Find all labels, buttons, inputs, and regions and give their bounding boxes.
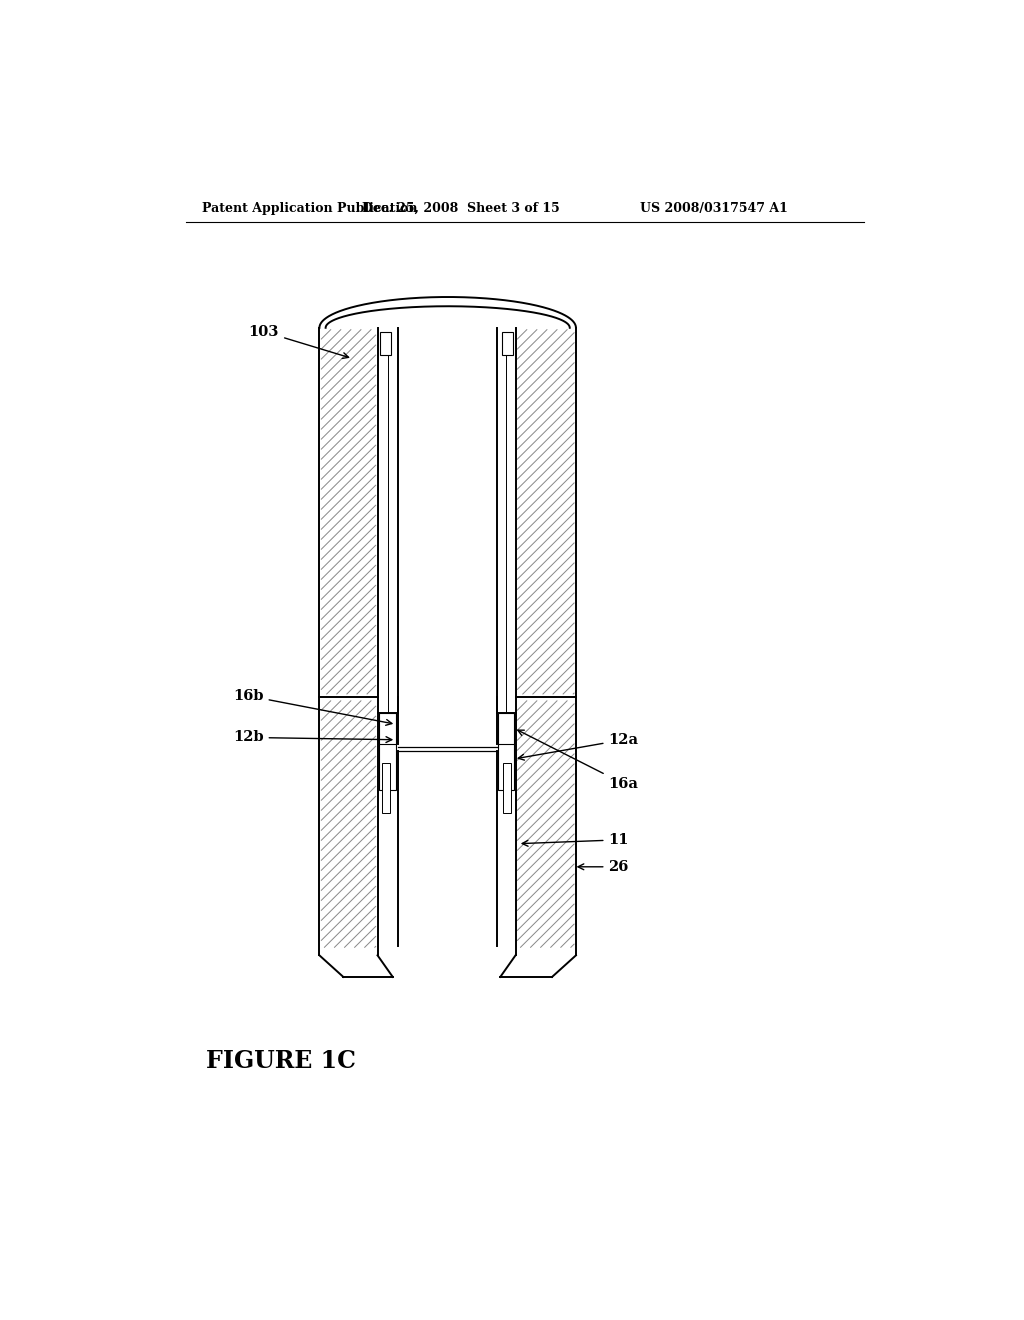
Text: 16b: 16b [233, 689, 392, 725]
Bar [499, 713, 514, 743]
Bar [499, 729, 514, 789]
Bar [380, 331, 391, 355]
Bar [379, 729, 396, 789]
Text: 12b: 12b [233, 730, 392, 744]
Text: Dec. 25, 2008  Sheet 3 of 15: Dec. 25, 2008 Sheet 3 of 15 [362, 202, 560, 215]
Text: 12a: 12a [518, 733, 639, 760]
Text: FIGURE 1C: FIGURE 1C [206, 1049, 355, 1073]
Text: 16a: 16a [518, 730, 638, 791]
Bar [503, 331, 513, 355]
Text: 103: 103 [249, 325, 348, 359]
Text: Patent Application Publication: Patent Application Publication [202, 202, 417, 215]
Bar [382, 763, 390, 813]
Text: 26: 26 [578, 859, 629, 874]
Bar [379, 713, 396, 743]
Text: US 2008/0317547 A1: US 2008/0317547 A1 [640, 202, 787, 215]
Text: 11: 11 [522, 833, 629, 847]
Bar [503, 763, 511, 813]
